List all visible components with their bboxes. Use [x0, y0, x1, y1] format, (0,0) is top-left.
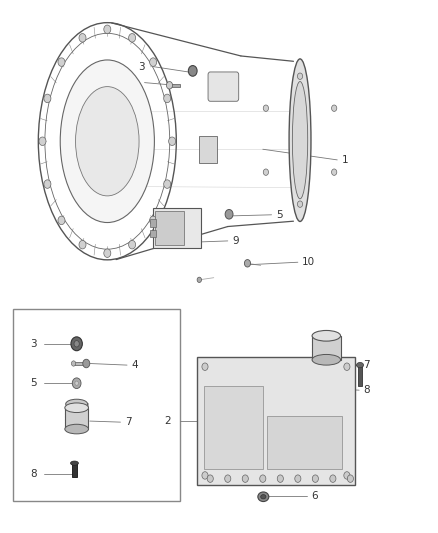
Text: 3: 3 — [138, 62, 145, 71]
Bar — [66, 403, 88, 408]
Bar — [153, 208, 201, 248]
Circle shape — [44, 94, 51, 103]
Circle shape — [332, 169, 337, 175]
Ellipse shape — [258, 492, 269, 502]
Circle shape — [164, 180, 171, 188]
Circle shape — [79, 240, 86, 249]
Circle shape — [312, 475, 318, 482]
Ellipse shape — [312, 354, 341, 365]
Bar — [267, 416, 342, 469]
Circle shape — [202, 363, 208, 370]
Circle shape — [164, 94, 171, 103]
Circle shape — [169, 137, 176, 146]
Bar — [358, 365, 362, 386]
Text: 5: 5 — [276, 210, 283, 220]
Ellipse shape — [76, 86, 139, 196]
Circle shape — [207, 475, 213, 482]
Text: 4: 4 — [131, 360, 138, 370]
Circle shape — [166, 82, 173, 89]
Circle shape — [277, 475, 283, 482]
Bar — [13, 309, 180, 501]
Bar — [155, 211, 184, 245]
Text: 3: 3 — [31, 339, 37, 349]
Bar — [312, 336, 341, 360]
Circle shape — [129, 240, 136, 249]
Circle shape — [332, 105, 337, 111]
Text: 8: 8 — [364, 385, 370, 395]
Circle shape — [297, 201, 303, 207]
Circle shape — [330, 475, 336, 482]
Circle shape — [202, 472, 208, 479]
Text: 4: 4 — [129, 78, 136, 87]
Ellipse shape — [357, 362, 364, 368]
Circle shape — [72, 378, 81, 389]
Text: 5: 5 — [31, 378, 37, 388]
Circle shape — [344, 472, 350, 479]
Text: 7: 7 — [364, 360, 370, 370]
Circle shape — [104, 25, 111, 34]
Bar — [150, 230, 156, 237]
Circle shape — [225, 209, 233, 219]
Ellipse shape — [60, 60, 154, 223]
Circle shape — [44, 180, 51, 188]
Circle shape — [39, 137, 46, 146]
Text: 7: 7 — [125, 417, 131, 427]
Circle shape — [263, 169, 268, 175]
Ellipse shape — [293, 82, 308, 199]
Ellipse shape — [71, 461, 78, 465]
Bar — [65, 408, 88, 429]
Circle shape — [83, 359, 90, 368]
Ellipse shape — [261, 495, 266, 499]
Bar — [169, 84, 180, 87]
Circle shape — [225, 475, 231, 482]
Circle shape — [58, 216, 65, 224]
Text: 8: 8 — [31, 470, 37, 479]
Circle shape — [150, 216, 157, 224]
FancyBboxPatch shape — [208, 72, 239, 101]
Ellipse shape — [289, 59, 311, 222]
Circle shape — [297, 73, 303, 79]
Bar — [74, 362, 87, 365]
Circle shape — [188, 66, 197, 76]
Circle shape — [242, 475, 248, 482]
Ellipse shape — [65, 424, 88, 434]
Text: 1: 1 — [342, 155, 348, 165]
Circle shape — [150, 58, 157, 67]
Circle shape — [295, 475, 301, 482]
Circle shape — [74, 341, 79, 347]
Text: 9: 9 — [232, 236, 239, 246]
Ellipse shape — [65, 403, 88, 413]
Bar — [72, 463, 77, 477]
Circle shape — [129, 34, 136, 42]
Circle shape — [197, 277, 201, 282]
Circle shape — [263, 105, 268, 111]
Circle shape — [75, 381, 78, 385]
Circle shape — [79, 34, 86, 42]
Circle shape — [71, 361, 76, 366]
Text: 2: 2 — [164, 416, 171, 426]
Circle shape — [344, 363, 350, 370]
Bar — [150, 219, 156, 227]
Text: 10: 10 — [302, 257, 315, 267]
Bar — [197, 357, 355, 485]
Circle shape — [244, 260, 251, 267]
Circle shape — [260, 475, 266, 482]
Bar — [204, 386, 263, 469]
Ellipse shape — [312, 330, 341, 341]
Text: 6: 6 — [311, 491, 318, 500]
Circle shape — [104, 249, 111, 257]
Circle shape — [58, 58, 65, 67]
Bar — [199, 136, 217, 163]
Circle shape — [347, 475, 353, 482]
Ellipse shape — [66, 399, 88, 409]
Circle shape — [71, 337, 82, 351]
